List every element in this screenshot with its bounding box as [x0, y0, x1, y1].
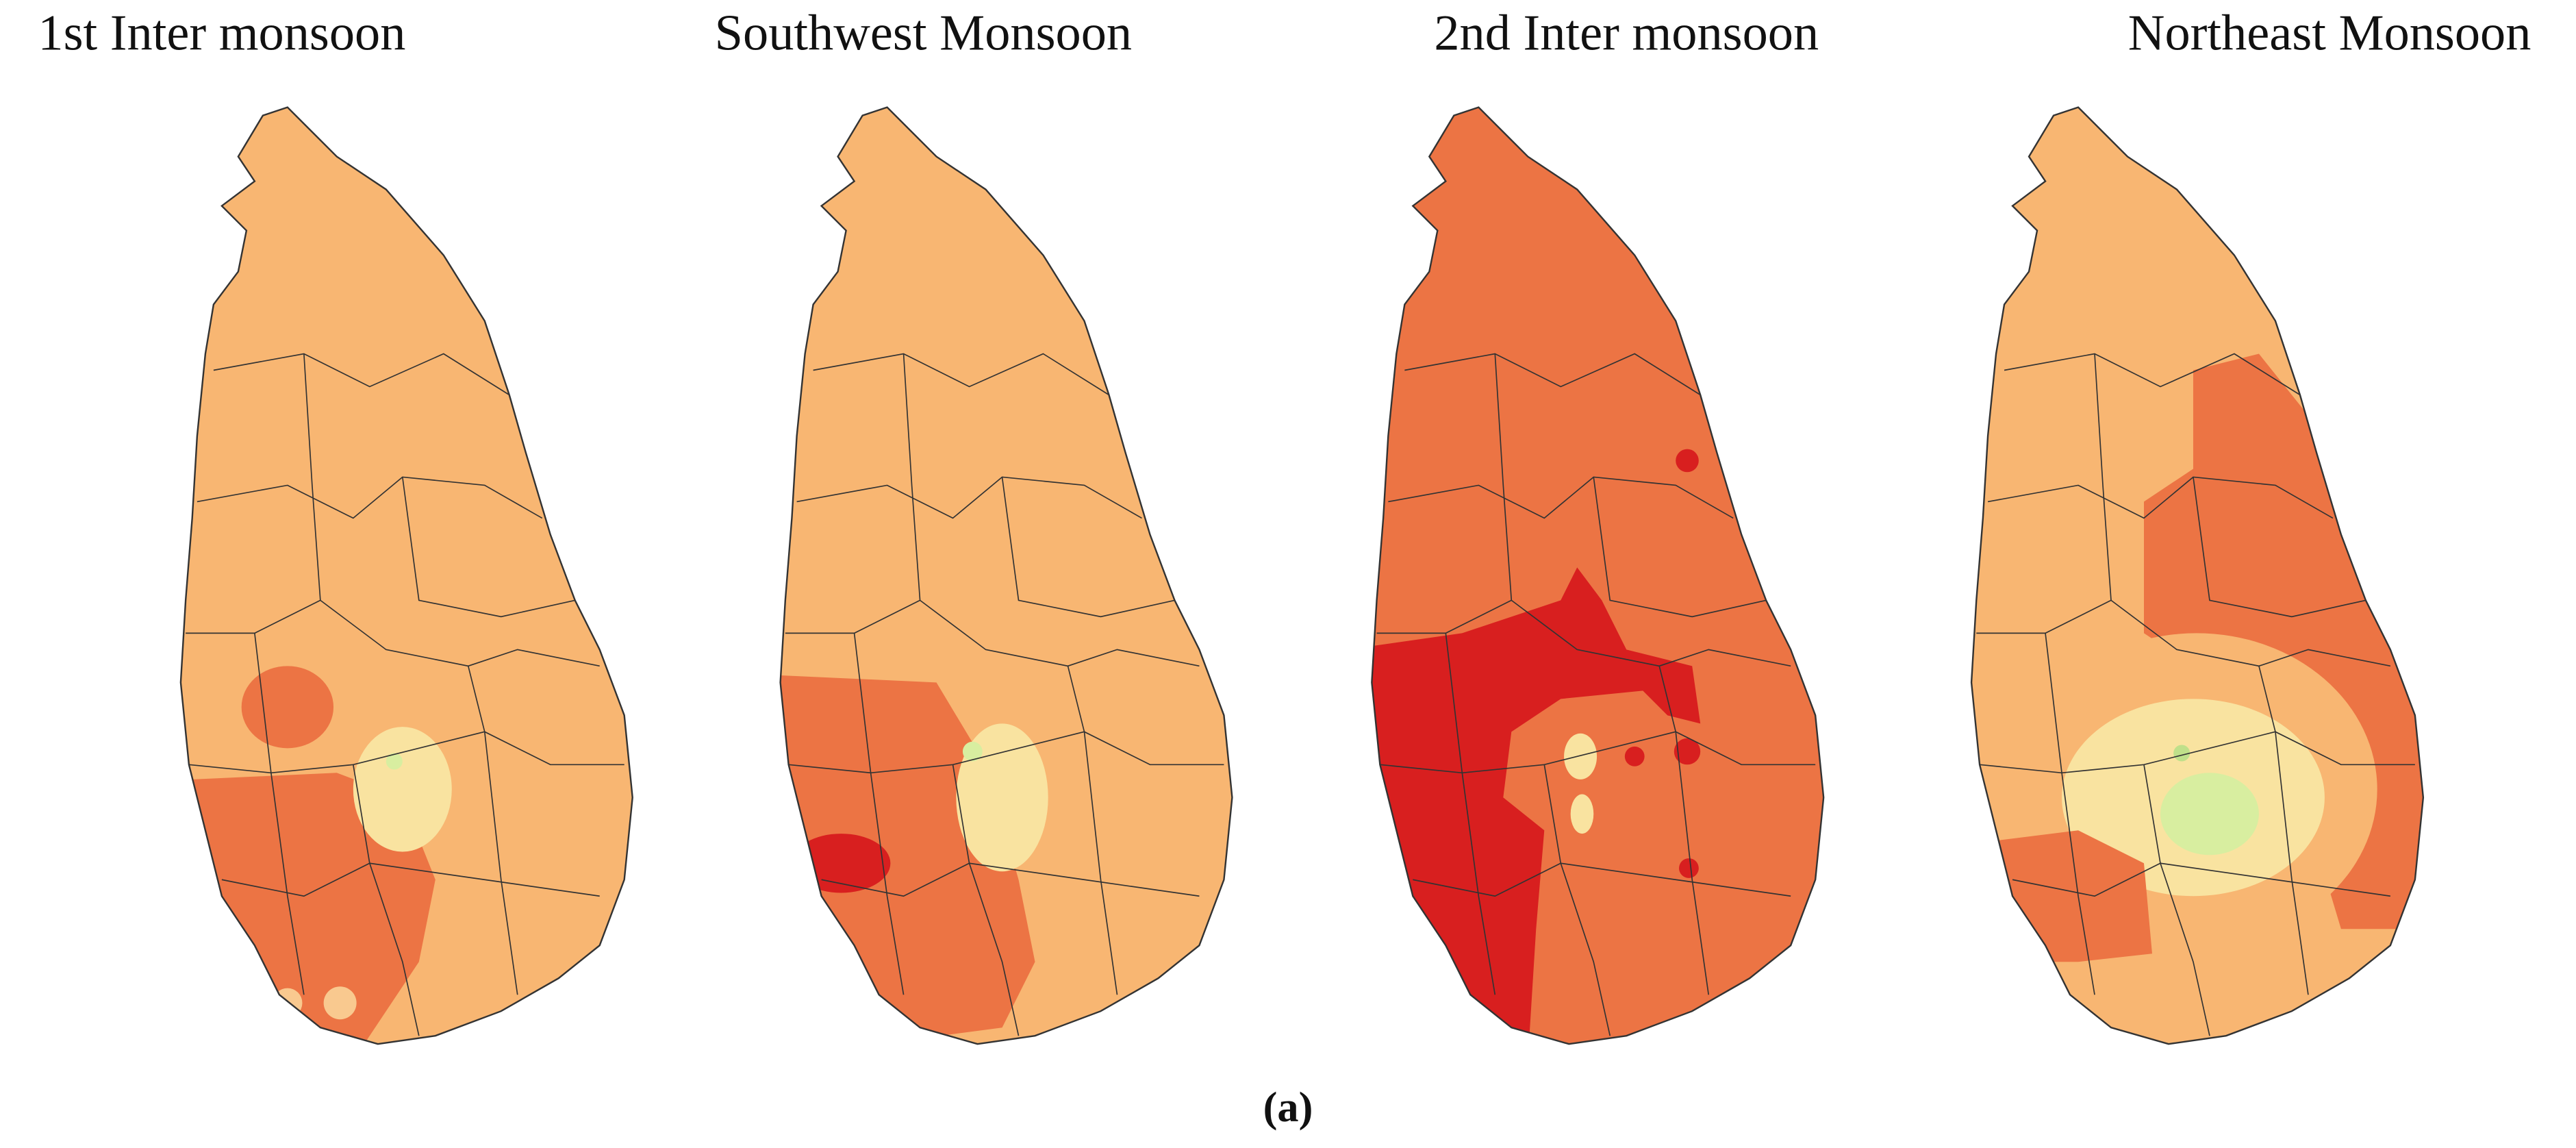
map-panel [1371, 106, 1825, 1045]
panel-title: Southwest Monsoon [715, 5, 1132, 62]
figure-caption: (a) [1263, 1084, 1313, 1131]
map-panel [1970, 106, 2425, 1045]
panel-title: 1st Inter monsoon [38, 5, 405, 62]
map-panel [179, 106, 633, 1045]
map-panel [779, 106, 1233, 1045]
panel-title: Northeast Monsoon [2128, 5, 2531, 62]
panel-title: 2nd Inter monsoon [1434, 5, 1819, 62]
